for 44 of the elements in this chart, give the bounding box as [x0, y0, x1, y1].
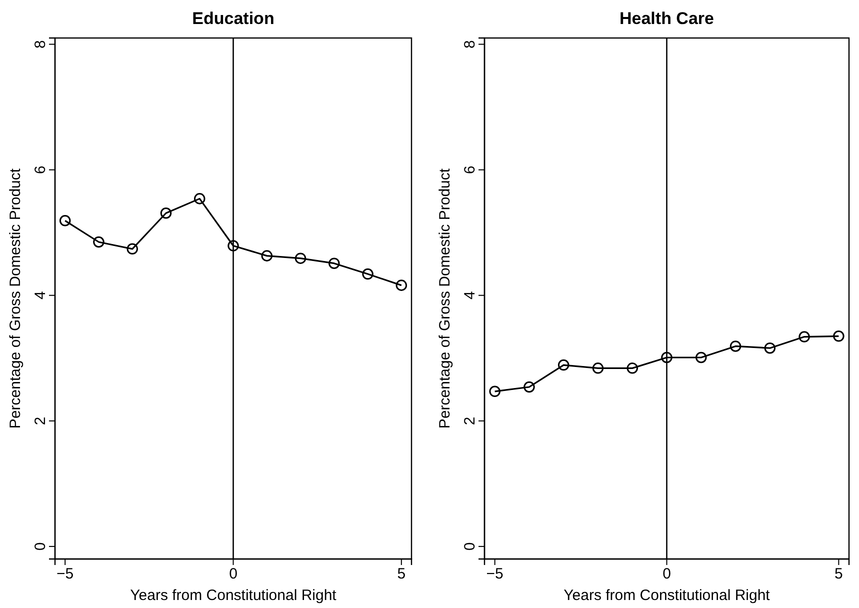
- point: [328, 258, 340, 269]
- x-axis-title: Years from Constitutional Right: [564, 587, 771, 604]
- point: [661, 352, 672, 364]
- y-tick-label: 2: [32, 416, 49, 426]
- x-tick-label: 5: [834, 566, 843, 583]
- point: [592, 362, 604, 374]
- point: [93, 236, 104, 248]
- point: [833, 330, 844, 342]
- y-tick-label: 0: [32, 542, 49, 551]
- point: [160, 208, 172, 219]
- y-tick-label: 4: [461, 291, 478, 300]
- y-tick-label: 6: [461, 166, 478, 174]
- y-tick-label: 8: [461, 40, 478, 48]
- y-axis-title: Percentage of Gross Domestic Product: [7, 168, 24, 429]
- y-axis-title: Percentage of Gross Domestic Product: [436, 168, 454, 429]
- point: [696, 352, 707, 364]
- point: [194, 193, 206, 204]
- point: [489, 386, 500, 398]
- point: [396, 280, 408, 291]
- point: [59, 215, 71, 226]
- point: [261, 250, 273, 262]
- point: [558, 359, 570, 371]
- chart-title: Health Care: [620, 9, 714, 28]
- y-tick-label: 6: [32, 166, 49, 174]
- point: [626, 362, 638, 374]
- chart-title: Education: [192, 9, 274, 28]
- point: [798, 331, 810, 342]
- point: [294, 252, 306, 264]
- y-tick-label: 2: [461, 416, 478, 426]
- point: [362, 268, 374, 280]
- x-tick-label: 0: [662, 566, 671, 583]
- x-tick-label: −5: [486, 566, 504, 583]
- y-tick-label: 4: [32, 291, 49, 300]
- x-tick-label: 5: [397, 566, 406, 583]
- x-tick-label: 0: [229, 566, 238, 583]
- y-tick-label: 8: [32, 40, 49, 48]
- point: [126, 243, 138, 255]
- point: [524, 381, 535, 393]
- point: [764, 342, 776, 354]
- x-tick-label: −5: [56, 566, 74, 583]
- point: [228, 240, 239, 252]
- point: [730, 340, 742, 352]
- y-tick-label: 0: [461, 542, 478, 551]
- x-axis-title: Years from Constitutional Right: [130, 587, 338, 604]
